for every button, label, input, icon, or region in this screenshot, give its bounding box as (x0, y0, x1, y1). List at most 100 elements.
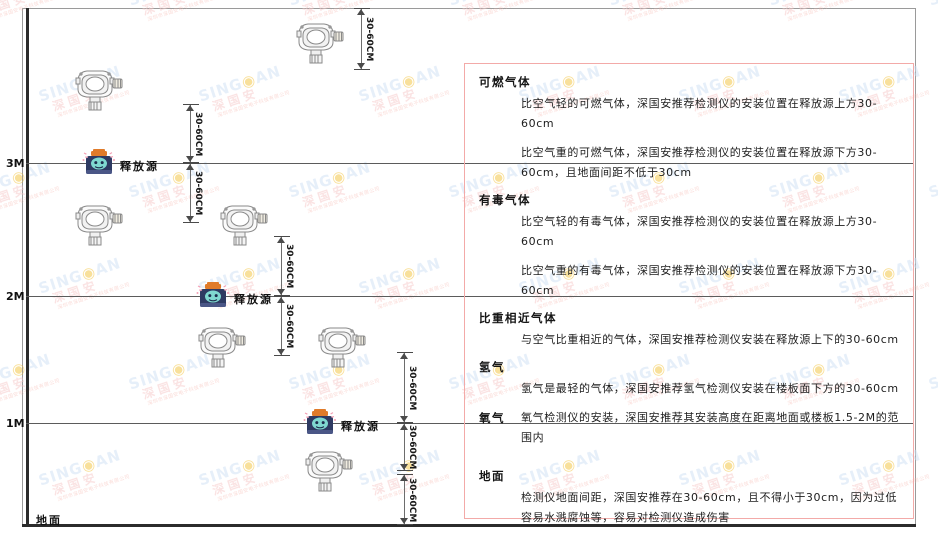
dimension-line (190, 163, 191, 223)
dimension-mid-upper-b: 30-60CM (181, 163, 241, 223)
dimension-tick (354, 69, 370, 70)
dimension-tick (397, 423, 413, 424)
dimension-label: 30-60CM (284, 244, 294, 289)
guidance-section-toxic-gas: 有毒气体比空气轻的有毒气体，深国安推荐检测仪的安装位置在释放源上方30-60cm… (479, 192, 899, 301)
level-label-1m: 1M (6, 417, 25, 430)
dimension-label: 30-60CM (193, 111, 203, 156)
release-source-label: 释放源 (120, 160, 159, 173)
guidance-section-oxygen: 氧气 氧气检测仪的安装，深国安推荐其安装高度在距离地面或楼板1.5-2M的范围内 (479, 408, 899, 448)
section-paragraph: 与空气比重相近的气体，深国安推荐检测仪安装在释放源上下的30-60cm (521, 333, 899, 346)
dimension-tick (183, 163, 199, 164)
gas-detector-icon (300, 446, 356, 498)
dimension-arrow-down (400, 518, 408, 524)
release-source-icon (196, 282, 230, 316)
gas-detector-icon (70, 200, 126, 252)
dimension-arrow-up (357, 9, 365, 15)
guidance-section-hydrogen: 氢气氢气是最轻的气体，深国安推荐氢气检测仪安装在楼板面下方的30-60cm (479, 359, 899, 399)
dimension-tick (397, 422, 413, 423)
dimension-line (404, 352, 405, 423)
source-connector-line (30, 296, 196, 297)
dimension-label: 30-60CM (364, 17, 374, 62)
dimension-arrow-down (400, 464, 408, 470)
level-line-3m (26, 163, 914, 164)
release-source-label: 释放源 (234, 293, 273, 306)
section-title-toxic-gas: 有毒气体 (479, 193, 531, 207)
dimension-arrow-down (400, 416, 408, 422)
dimension-label: 30-60CM (407, 365, 417, 410)
dimension-tick (274, 355, 290, 356)
section-spacer (479, 457, 899, 468)
release-source-icon (82, 149, 116, 183)
release-source-label: 释放源 (341, 420, 380, 433)
watermark-brand: SING◉AN (926, 362, 938, 394)
level-line-1m (26, 423, 914, 424)
guidance-section-combustible-gas: 可燃气体比空气轻的可燃气体，深国安推荐检测仪的安装位置在释放源上方30-60cm… (479, 74, 899, 183)
dimension-line (404, 423, 405, 471)
dimension-tick (274, 296, 290, 297)
dimension-arrow-up (277, 297, 285, 303)
guidance-section-ground: 地面检测仪地面间距，深国安推荐在30-60cm，且不得小于30cm，因为过低容易… (479, 468, 899, 528)
section-paragraph: 氢气是最轻的气体，深国安推荐氢气检测仪安装在楼板面下方的30-60cm (521, 382, 899, 395)
release-source-icon (303, 409, 337, 443)
dimension-arrow-up (186, 105, 194, 111)
dimension-tick (274, 236, 290, 237)
dimension-arrow-up (400, 353, 408, 359)
dimension-tick (397, 524, 413, 525)
dimension-tick (354, 8, 370, 9)
dimension-bottom-c: 30-60CM (395, 474, 455, 525)
dimension-label: 30-60CM (407, 477, 417, 522)
section-title-combustible-gas: 可燃气体 (479, 75, 531, 89)
section-paragraph: 比空气重的有毒气体，深国安推荐检测仪的安装位置在释放源下方30-60cm (521, 264, 878, 297)
dimension-tick (397, 352, 413, 353)
section-title-ground: 地面 (479, 469, 505, 483)
dimension-bottom-a: 30-60CM (395, 352, 455, 423)
dimension-label: 30-60CM (193, 171, 203, 216)
section-paragraph: 检测仪地面间距，深国安推荐在30-60cm，且不得小于30cm，因为过低容易水溅… (521, 491, 898, 524)
section-paragraph: 比空气轻的有毒气体，深国安推荐检测仪的安装位置在释放源上方30-60cm (521, 215, 878, 248)
dimension-line (361, 8, 362, 70)
dimension-tick (183, 162, 199, 163)
dimension-arrow-up (400, 475, 408, 481)
dimension-arrow-up (186, 164, 194, 170)
guidance-section-similar-density-gas: 比重相近气体与空气比重相近的气体，深国安推荐检测仪安装在释放源上下的30-60c… (479, 310, 899, 350)
dimension-line (404, 474, 405, 525)
section-title-hydrogen: 氢气 (479, 360, 505, 374)
dimension-mid-lower-b: 30-60CM (272, 296, 332, 356)
vertical-axis (26, 8, 29, 526)
dimension-arrow-down (277, 349, 285, 355)
installation-guidance-panel: 可燃气体比空气轻的可燃气体，深国安推荐检测仪的安装位置在释放源上方30-60cm… (464, 63, 914, 524)
dimension-mid-lower-a: 30-60CM (272, 236, 332, 296)
dimension-top-stack: 30-60CM (352, 8, 412, 70)
dimension-tick (397, 474, 413, 475)
dimension-tick (274, 295, 290, 296)
dimension-arrow-down (186, 156, 194, 162)
section-title-oxygen: 氧气 (479, 411, 505, 425)
dimension-label: 30-60CM (407, 425, 417, 470)
watermark-brand: SING◉AN (926, 0, 938, 10)
section-paragraph: 氧气检测仪的安装，深国安推荐其安装高度在距离地面或楼板1.5-2M的范围内 (521, 411, 899, 444)
dimension-mid-upper-a: 30-60CM (181, 104, 241, 163)
dimension-line (281, 296, 282, 356)
gas-detector-icon (291, 18, 347, 70)
section-paragraph: 比空气轻的可燃气体，深国安推荐检测仪的安装位置在释放源上方30-60cm (521, 97, 878, 130)
dimension-tick (183, 104, 199, 105)
dimension-arrow-up (277, 237, 285, 243)
dimension-arrow-down (277, 289, 285, 295)
dimension-line (281, 236, 282, 296)
dimension-arrow-down (186, 216, 194, 222)
gas-detector-icon (215, 200, 271, 252)
dimension-tick (397, 470, 413, 471)
ground-label: 地面 (36, 514, 62, 527)
dimension-arrow-up (400, 424, 408, 430)
dimension-line (190, 104, 191, 163)
gas-detector-icon (313, 322, 369, 374)
level-label-3m: 3M (6, 157, 25, 170)
level-line-2m (26, 296, 914, 297)
dimension-bottom-b: 30-60CM (395, 423, 455, 471)
gas-detector-icon (193, 322, 249, 374)
dimension-arrow-down (357, 63, 365, 69)
section-title-similar-density-gas: 比重相近气体 (479, 311, 557, 325)
section-paragraph: 比空气重的可燃气体，深国安推荐检测仪的安装位置在释放源下方30-60cm，且地面… (521, 146, 878, 179)
